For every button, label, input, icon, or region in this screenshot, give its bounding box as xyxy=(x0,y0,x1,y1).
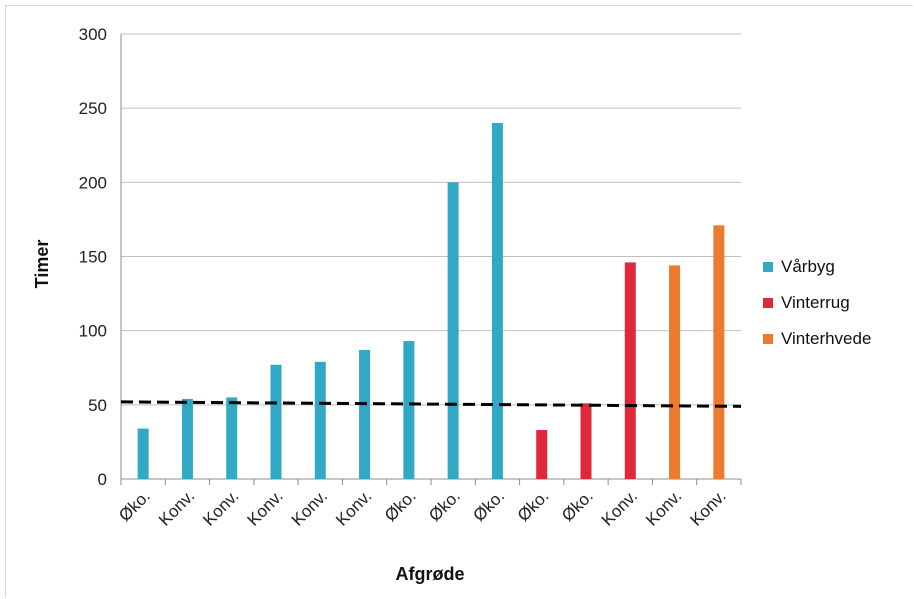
y-axis-title: Timer xyxy=(32,240,52,289)
x-tick-label: Konv. xyxy=(642,486,685,529)
bars xyxy=(137,123,725,480)
x-tick-label: Konv. xyxy=(155,486,198,529)
x-axis-ticks: Øko. Konv. Konv. Konv. Konv. Konv. Øko. Øko. Øko… xyxy=(115,479,742,530)
y-axis-ticks: 0 50 100 150 200 250 300 xyxy=(79,25,107,489)
x-tick-label: Konv. xyxy=(686,486,729,529)
y-tick-label: 100 xyxy=(79,322,107,341)
legend-swatch xyxy=(763,298,773,308)
bar xyxy=(536,430,548,479)
x-tick-label: Øko. xyxy=(469,486,508,525)
legend-label: Vårbyg xyxy=(781,257,835,276)
x-tick-label: Øko. xyxy=(381,486,420,525)
legend-swatch xyxy=(763,262,773,272)
y-tick-label: 150 xyxy=(79,248,107,267)
x-tick-label: Konv. xyxy=(199,486,242,529)
legend: Vårbyg Vinterrug Vinterhvede xyxy=(763,257,871,348)
legend-swatch xyxy=(763,334,773,344)
x-tick-label: Konv. xyxy=(288,486,331,529)
bar xyxy=(713,225,725,479)
bar xyxy=(624,262,636,479)
bar xyxy=(403,341,415,479)
y-tick-label: 0 xyxy=(98,470,107,489)
bar xyxy=(359,349,371,479)
legend-label: Vinterrug xyxy=(781,293,850,312)
bar xyxy=(314,361,326,479)
x-axis-title: Afgrøde xyxy=(396,564,465,584)
bar xyxy=(447,182,459,480)
reference-dashed-line xyxy=(120,400,742,408)
x-tick-label: Øko. xyxy=(425,486,464,525)
bar xyxy=(580,403,592,479)
y-tick-label: 300 xyxy=(79,25,107,44)
x-tick-label: Øko. xyxy=(558,486,597,525)
bar xyxy=(270,364,282,479)
y-tick-label: 50 xyxy=(88,396,107,415)
x-tick-label: Øko. xyxy=(115,486,154,525)
bar xyxy=(137,428,149,479)
y-tick-label: 200 xyxy=(79,173,107,192)
bar xyxy=(226,397,238,479)
x-tick-label: Øko. xyxy=(514,486,553,525)
legend-label: Vinterhvede xyxy=(781,329,871,348)
gridlines xyxy=(120,33,741,480)
x-tick-label: Konv. xyxy=(244,486,287,529)
chart-frame: 0 50 100 150 200 250 300 Øko. Konv. Konv. Konv. Ko… xyxy=(5,5,913,598)
x-tick-label: Konv. xyxy=(332,486,375,529)
bar xyxy=(669,265,681,479)
y-tick-label: 250 xyxy=(79,99,107,118)
bar xyxy=(181,398,193,479)
x-tick-label: Konv. xyxy=(598,486,641,529)
bar xyxy=(491,123,503,479)
